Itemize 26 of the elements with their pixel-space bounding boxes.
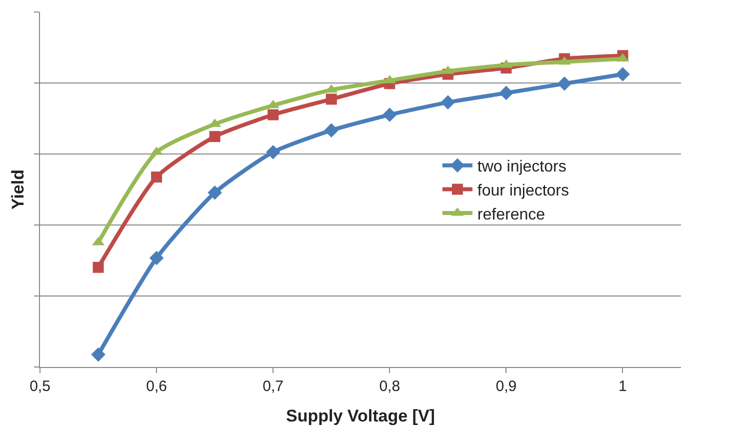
legend-label: four injectors [477, 182, 570, 200]
x-tick-label: 1 [618, 378, 627, 395]
point [92, 262, 104, 273]
point [557, 76, 572, 91]
point [382, 108, 397, 122]
point [266, 144, 280, 160]
x-tick-label: 0,6 [146, 378, 167, 395]
point [91, 347, 106, 362]
x-tick-label: 0,8 [379, 378, 400, 395]
point [268, 109, 279, 120]
point [499, 86, 514, 100]
legend-label: reference [477, 206, 546, 224]
y-axis-title: Yield [8, 170, 28, 210]
x-tick-label: 0,7 [262, 378, 284, 395]
legend-label: two injectors [477, 158, 566, 176]
x-axis-title: Supply Voltage [V] [286, 406, 435, 426]
point [326, 94, 337, 105]
x-tick-label: 0,5 [30, 378, 50, 395]
point [151, 172, 162, 183]
point [616, 67, 630, 82]
point [324, 123, 339, 138]
point [440, 95, 456, 110]
point [149, 250, 164, 266]
x-tick-label: 0,9 [496, 378, 517, 395]
point [209, 131, 220, 142]
point [208, 185, 222, 200]
